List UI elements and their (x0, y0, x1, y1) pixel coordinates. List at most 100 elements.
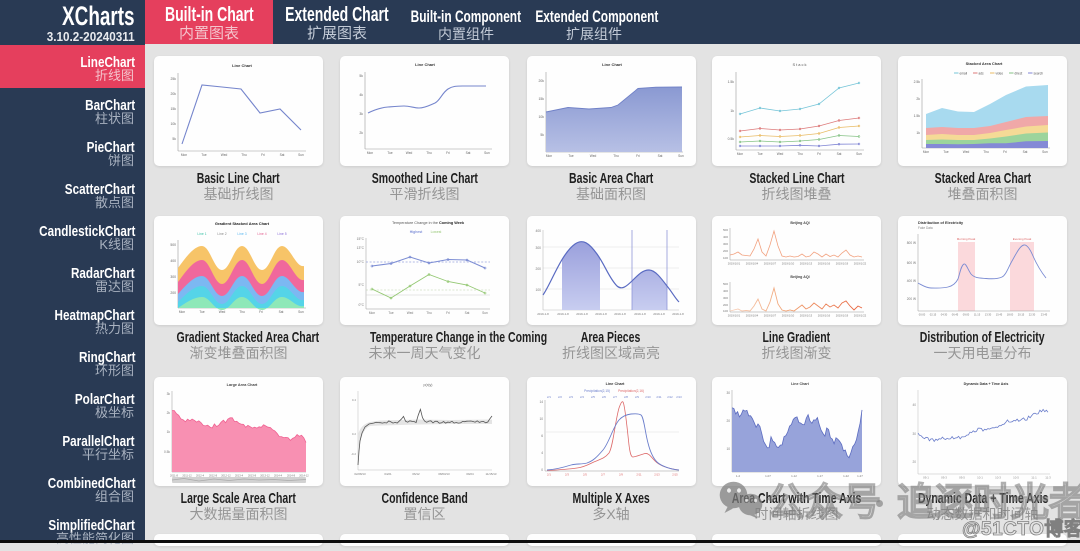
svg-text:300: 300 (170, 275, 176, 279)
svg-text:2/9: 2/9 (635, 395, 639, 399)
svg-text:Thu: Thu (426, 151, 432, 155)
svg-text:5k: 5k (172, 137, 176, 141)
svg-text:Wed: Wed (589, 154, 596, 158)
svg-text:200 W: 200 W (907, 297, 916, 301)
svg-text:10:1: 10:1 (977, 476, 983, 480)
svg-text:2019/10/1: 2019/10/1 (728, 314, 741, 318)
svg-text:Distribution of Electricity: Distribution of Electricity (918, 221, 964, 225)
svg-text:Thu: Thu (983, 150, 989, 154)
svg-text:Morning Peak: Morning Peak (957, 237, 976, 241)
svg-text:200: 200 (723, 303, 728, 307)
svg-text:2014-8: 2014-8 (287, 474, 296, 478)
svg-text:Lowest: Lowest (431, 230, 442, 234)
svg-text:2019/1/19: 2019/1/19 (836, 262, 849, 266)
svg-text:09/24: 09/24 (466, 472, 474, 476)
svg-text:2/3: 2/3 (569, 395, 573, 399)
svg-text:400: 400 (723, 235, 728, 239)
svg-text:00:00: 00:00 (919, 313, 926, 317)
svg-text:300: 300 (535, 246, 541, 250)
svg-text:2.5k: 2.5k (914, 80, 921, 84)
svg-text:2/1: 2/1 (547, 395, 551, 399)
svg-text:2/1: 2/1 (547, 473, 551, 477)
svg-text:Sat: Sat (280, 153, 285, 157)
svg-text:Tue: Tue (201, 153, 207, 157)
svg-text:2019-1-8: 2019-1-8 (653, 312, 665, 316)
svg-text:4k: 4k (359, 93, 363, 97)
svg-text:2013-8: 2013-8 (248, 474, 257, 478)
svg-text:Precipitation(2,16): Precipitation(2,16) (618, 389, 644, 393)
svg-text:2019-1-8: 2019-1-8 (634, 312, 646, 316)
svg-text:0.5k: 0.5k (164, 450, 170, 454)
svg-text:20k: 20k (538, 79, 544, 83)
svg-text:Line Chart: Line Chart (602, 62, 622, 67)
svg-text:Fri: Fri (636, 154, 640, 158)
svg-text:2019/1/16: 2019/1/16 (818, 262, 831, 266)
svg-text:2k: 2k (916, 97, 920, 101)
svg-text:Sat: Sat (1023, 150, 1028, 154)
svg-text:1k: 1k (730, 109, 734, 113)
svg-text:2/13: 2/13 (654, 473, 660, 477)
svg-text:2011-8: 2011-8 (170, 474, 178, 478)
svg-text:Wed: Wed (963, 150, 970, 154)
svg-text:Line Chart: Line Chart (791, 382, 810, 386)
svg-text:09:1: 09:1 (923, 476, 929, 480)
svg-text:2019/1/19: 2019/1/19 (836, 314, 849, 318)
svg-text:Fake Data: Fake Data (918, 226, 933, 230)
svg-text:Sat: Sat (465, 311, 470, 315)
svg-text:1k: 1k (916, 131, 920, 135)
svg-text:Tue: Tue (568, 154, 574, 158)
svg-text:2019-1-8: 2019-1-8 (576, 312, 588, 316)
svg-text:Line Chart: Line Chart (232, 63, 252, 68)
svg-text:Sun: Sun (1042, 150, 1048, 154)
svg-text:Highest: Highest (410, 230, 423, 234)
svg-text:2/11: 2/11 (656, 395, 662, 399)
svg-text:800 W: 800 W (907, 241, 916, 245)
svg-text:2/11: 2/11 (636, 473, 642, 477)
svg-text:2k: 2k (167, 411, 171, 415)
svg-text:Stack: Stack (792, 62, 807, 67)
svg-text:Dynamic Data + Time Axis: Dynamic Data + Time Axis (964, 382, 1009, 386)
svg-text:1k: 1k (167, 430, 171, 434)
svg-text:0.5k: 0.5k (728, 137, 735, 141)
svg-text:Mon: Mon (369, 311, 375, 315)
svg-text:2019/1/13: 2019/1/13 (800, 262, 813, 266)
svg-text:2/10: 2/10 (645, 395, 651, 399)
svg-text:Sat: Sat (657, 154, 662, 158)
svg-text:Wed: Wed (406, 151, 413, 155)
svg-text:Fri: Fri (261, 153, 265, 157)
svg-text:Thu: Thu (613, 154, 619, 158)
svg-text:2012-8: 2012-8 (209, 474, 218, 478)
svg-text:2019/1/22: 2019/1/22 (854, 262, 867, 266)
svg-text:Line 1: Line 1 (197, 232, 206, 236)
svg-text:2019-1-8: 2019-1-8 (537, 312, 549, 316)
svg-text:Wed: Wed (219, 310, 226, 314)
svg-text:Mon: Mon (737, 152, 743, 156)
svg-text:Sun: Sun (298, 310, 304, 314)
svg-text:15k: 15k (538, 97, 544, 101)
svg-text:Tue: Tue (387, 151, 393, 155)
svg-text:11:1: 11:1 (1031, 476, 1037, 480)
svg-text:2019/1/10: 2019/1/10 (782, 314, 795, 318)
svg-text:400: 400 (170, 259, 176, 263)
svg-text:2/13: 2/13 (676, 395, 682, 399)
svg-text:Thu: Thu (426, 311, 432, 315)
svg-text:Mon: Mon (181, 153, 187, 157)
svg-text:2019/10/7: 2019/10/7 (764, 314, 777, 318)
svg-text:200: 200 (170, 291, 176, 295)
svg-text:3k: 3k (167, 392, 171, 396)
svg-text:2014-4: 2014-4 (274, 474, 283, 478)
svg-text:Line Chart: Line Chart (605, 382, 625, 386)
svg-text:Line Chart: Line Chart (415, 62, 435, 67)
svg-text:04/21: 04/21 (384, 472, 392, 476)
svg-text:15°C: 15°C (357, 237, 365, 241)
svg-text:Tue: Tue (757, 152, 763, 156)
svg-text:Large Area Chart: Large Area Chart (227, 383, 258, 387)
svg-text:0: 0 (541, 468, 543, 472)
svg-text:2019-1-8: 2019-1-8 (557, 312, 569, 316)
svg-text:2019-1-8: 2019-1-8 (614, 312, 626, 316)
svg-text:1-22: 1-22 (843, 474, 849, 478)
svg-text:Mon: Mon (545, 154, 551, 158)
svg-text:search: search (1034, 71, 1044, 75)
svg-text:09:3: 09:3 (941, 476, 947, 480)
svg-text:10°C: 10°C (357, 260, 365, 264)
